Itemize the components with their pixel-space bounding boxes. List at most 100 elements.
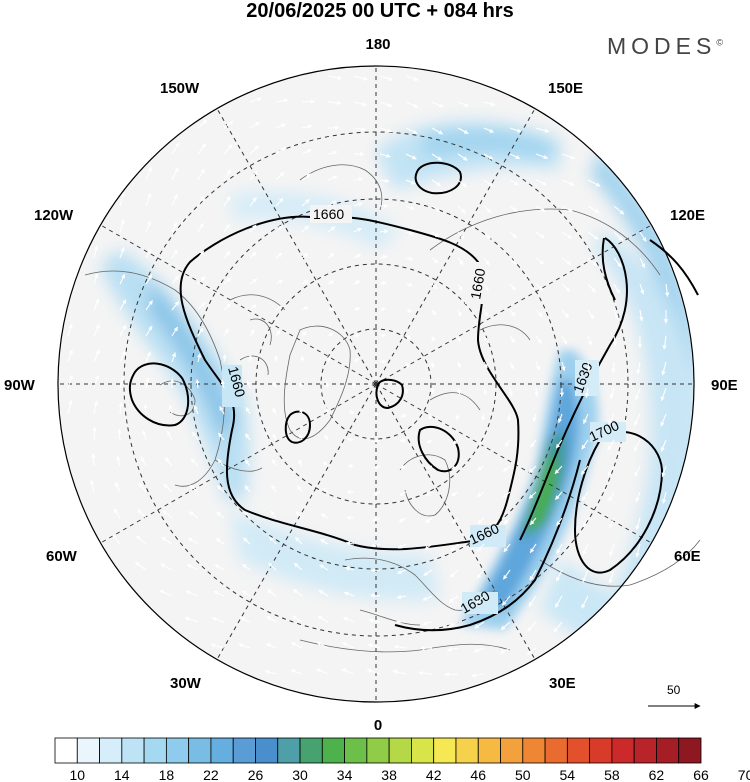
wind-vector-arrow (299, 381, 304, 389)
wind-vector-arrow (327, 150, 338, 155)
wind-vector-arrow (166, 430, 173, 441)
colorbar-tick-label: 66 (693, 767, 709, 782)
wind-vector-arrow (431, 127, 444, 135)
wind-vector-arrow (535, 361, 541, 371)
wind-vector-arrow (482, 387, 487, 396)
wind-vector-arrow (113, 508, 121, 519)
jet-shading-atlantic (230, 510, 440, 601)
wind-vector-arrow (561, 309, 570, 319)
wind-vector-arrow (561, 179, 575, 186)
wind-vector-arrow (275, 305, 283, 311)
wind-vector-arrow (405, 127, 418, 134)
wind-vector-arrow (379, 281, 387, 286)
wind-vector-arrow (379, 153, 391, 158)
wind-vector-arrow (186, 564, 199, 571)
wind-vector-arrow (171, 301, 180, 311)
wind-vector-arrow (342, 616, 355, 623)
wind-vector-arrow (405, 101, 419, 108)
jet-shading-north-america-core (150, 280, 235, 440)
wind-vector-arrow (196, 353, 202, 363)
wind-vector-arrow (316, 641, 329, 649)
wind-vector-arrow (418, 670, 433, 676)
wind-vector-arrow (396, 569, 407, 574)
colorbar-tick-label: 10 (70, 767, 86, 782)
wind-vector-arrow (424, 543, 433, 551)
wind-vector-arrow (527, 621, 537, 632)
wind-vector-arrow (135, 535, 147, 545)
wind-vector-arrow (611, 361, 616, 373)
wind-vector-arrow (366, 668, 381, 675)
wind-vector-arrow (581, 439, 589, 450)
wind-vector-arrow (398, 517, 407, 523)
wind-vector-arrow (67, 374, 74, 389)
wind-vector-arrow (587, 283, 596, 293)
wind-vector-arrow (317, 615, 329, 623)
wind-vector-arrow (561, 231, 573, 239)
wind-vector-arrow (119, 324, 127, 337)
coast-asia-south (539, 539, 701, 587)
wind-vector-arrow (425, 517, 433, 524)
wind-vector-arrow (457, 101, 470, 107)
wind-vector-arrow (483, 335, 488, 343)
wind-vector-arrow (483, 179, 493, 187)
brand-text: MODES (607, 33, 717, 59)
wind-vector-arrow (535, 257, 545, 265)
wind-vector-arrow (528, 465, 537, 474)
wind-vector-arrow (399, 438, 407, 443)
wind-vector-arrow (117, 428, 122, 441)
wind-vector-arrow (269, 536, 277, 545)
wind-vector-arrow (509, 335, 516, 343)
wind-vector-arrow (661, 491, 667, 504)
wind-vector-arrow (318, 589, 329, 597)
wind-vector-arrow (92, 426, 97, 441)
wind-vector-arrow (509, 179, 519, 186)
wind-vector-arrow (423, 569, 433, 576)
wind-vector-arrow (197, 195, 205, 207)
wind-vector-arrow (428, 413, 434, 420)
wind-vector-arrow (509, 361, 515, 370)
wind-vector-arrow (452, 439, 459, 445)
wind-vector-arrow (457, 127, 469, 134)
lon-label-150w: 150W (160, 80, 200, 97)
meridian-line (375, 224, 652, 385)
wind-vector-arrow (143, 403, 148, 415)
wind-vector-arrow (119, 350, 126, 363)
colorbar-swatch (589, 737, 613, 764)
wind-vector-arrow (353, 280, 361, 285)
wind-vector-arrow (501, 595, 511, 606)
reference-vector: 50 (648, 683, 701, 709)
colorbar-tick-label: 70 (738, 767, 750, 782)
wind-vector-arrow (483, 205, 492, 214)
wind-vector-arrow (528, 491, 537, 499)
wind-vector-arrow (661, 465, 667, 478)
wind-vector-arrow (405, 308, 413, 313)
wind-vector-arrow (264, 669, 277, 675)
wind-vector-arrow (582, 543, 589, 556)
wind-vector-arrow (275, 147, 286, 155)
wind-vector-arrow (344, 566, 355, 571)
wind-vector-arrow (293, 562, 303, 571)
wind-vector-arrow (223, 223, 231, 233)
colorbar-swatch (522, 737, 546, 764)
wind-vector-arrow (370, 593, 381, 598)
wind-vector-arrow (223, 328, 229, 337)
wind-vector-arrow (379, 255, 388, 260)
wind-vector-arrow (555, 569, 563, 582)
colorbar-swatch (54, 737, 78, 764)
wind-vector-arrow (405, 230, 415, 236)
wind-vector-arrow (145, 274, 153, 285)
wind-vector-arrow (341, 668, 355, 675)
wind-vector-arrow (249, 145, 260, 155)
wind-vector-arrow (272, 407, 277, 415)
colorbar-swatch (255, 737, 279, 764)
wind-vector-arrow (431, 231, 440, 238)
wind-vector-arrow (249, 304, 257, 311)
wind-vector-arrow (162, 510, 173, 519)
wind-vector-arrow (535, 153, 549, 160)
wind-vector-arrow (477, 517, 485, 524)
wind-vector-arrow (325, 381, 330, 389)
wind-vector-arrow (145, 300, 153, 311)
wind-vector-arrow (93, 298, 100, 311)
wind-vector-arrow (451, 465, 459, 470)
wind-vector-arrow (393, 644, 407, 650)
